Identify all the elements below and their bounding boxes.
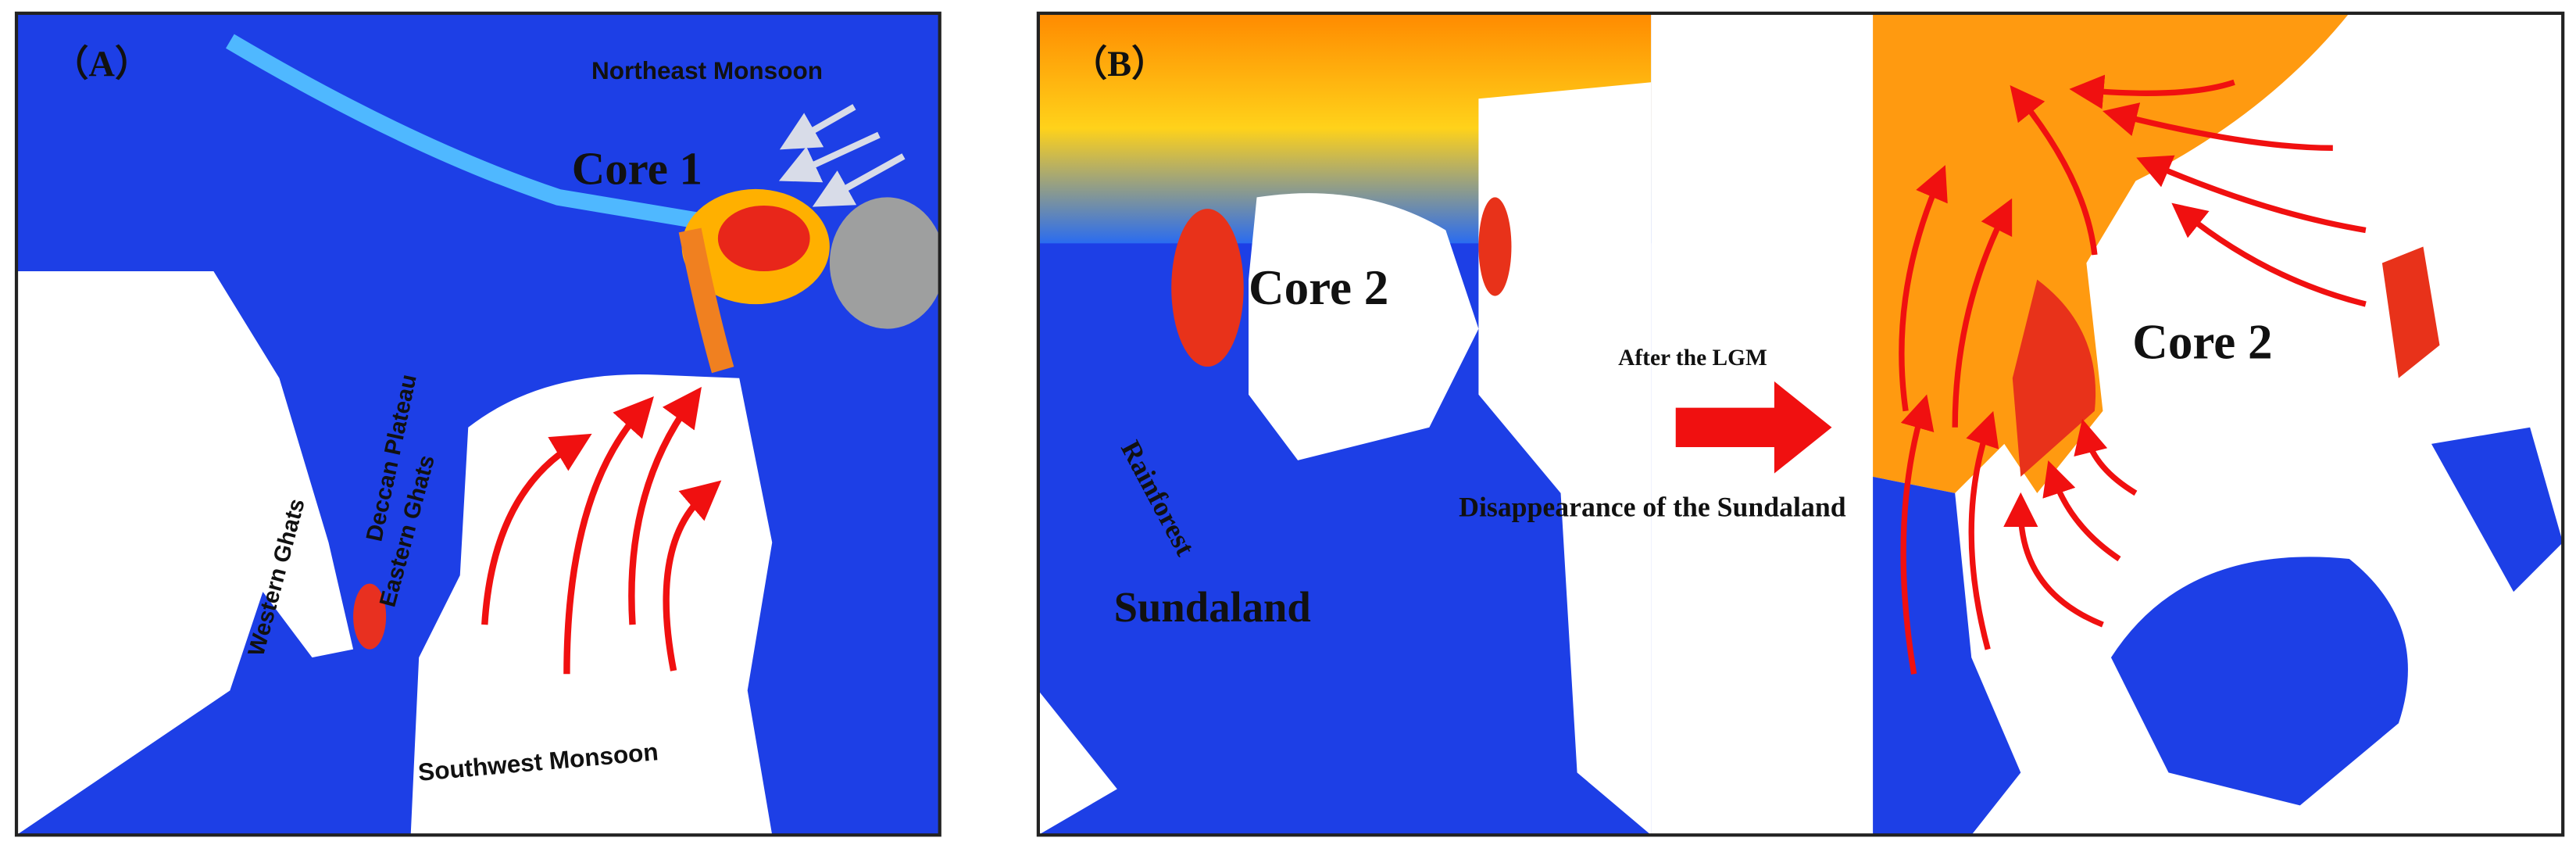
wind-arrow bbox=[563, 396, 654, 675]
wind-arrow bbox=[1966, 410, 1999, 650]
wind-arrow bbox=[2103, 102, 2333, 152]
annotation: Core 2 bbox=[2132, 314, 2272, 369]
annotation: Core 1 bbox=[572, 144, 702, 195]
panel-b-frame bbox=[1036, 11, 2565, 837]
sea bbox=[1038, 690, 1117, 836]
heat-band bbox=[678, 227, 734, 374]
panel-a-frame bbox=[14, 11, 941, 837]
mainland-heat bbox=[1873, 13, 2349, 493]
wind-arrow bbox=[628, 386, 702, 625]
wind-arrow bbox=[2074, 418, 2138, 496]
land bbox=[1873, 476, 2021, 836]
transition-arrow bbox=[1675, 381, 1832, 474]
wind-arrow bbox=[778, 131, 881, 183]
panel-b-left-map bbox=[1038, 13, 1652, 836]
northeast-arrows bbox=[778, 104, 906, 207]
wind-arrow bbox=[2136, 155, 2367, 234]
panel-label: （B） bbox=[1071, 44, 1167, 84]
sea bbox=[1478, 82, 1652, 836]
annotation: After the LGM bbox=[1618, 346, 1767, 371]
wind-arrow bbox=[2010, 85, 2098, 256]
core-2-area bbox=[1171, 209, 1244, 367]
core-1-center bbox=[717, 205, 810, 272]
wind-arrow bbox=[1900, 394, 1935, 675]
annotation: Sundaland bbox=[1114, 583, 1311, 631]
heat-zone bbox=[829, 197, 940, 329]
wind-arrow bbox=[779, 104, 856, 150]
annotation: Disappearance of the Sundaland bbox=[1459, 491, 1846, 522]
wind-arrow bbox=[2171, 202, 2367, 307]
wind-arrow bbox=[663, 480, 722, 671]
sea bbox=[16, 592, 230, 836]
southwest-arrows bbox=[481, 386, 722, 675]
borneo bbox=[2110, 557, 2408, 806]
wind-arrow bbox=[481, 433, 592, 625]
wind-arrow bbox=[2042, 460, 2121, 562]
himalaya bbox=[226, 34, 708, 231]
south-china-sea bbox=[1249, 193, 1479, 460]
panel-b-right-map bbox=[1873, 13, 2563, 836]
wind-arrow bbox=[812, 153, 906, 207]
wind-arrow bbox=[1952, 198, 2013, 428]
panel-label: （A） bbox=[52, 44, 151, 84]
heat-zone bbox=[1478, 197, 1512, 296]
annotation: Core 2 bbox=[1249, 260, 1388, 315]
wind-arrow bbox=[2003, 492, 2104, 628]
heat-zone bbox=[353, 583, 387, 650]
annotation: Northeast Monsoon bbox=[591, 56, 823, 84]
heat-zone bbox=[2381, 246, 2440, 378]
wind-arrow bbox=[1899, 165, 1948, 412]
land bbox=[2431, 427, 2563, 593]
post-lgm-arrows bbox=[1899, 74, 2367, 675]
wind-arrow bbox=[2069, 74, 2235, 109]
